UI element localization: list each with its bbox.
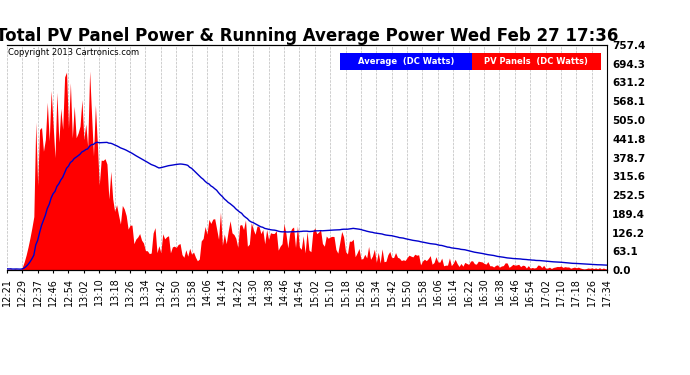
Title: Total PV Panel Power & Running Average Power Wed Feb 27 17:36: Total PV Panel Power & Running Average P… [0,27,618,45]
Text: Average  (DC Watts): Average (DC Watts) [358,57,454,66]
FancyBboxPatch shape [472,53,601,70]
Text: PV Panels  (DC Watts): PV Panels (DC Watts) [484,57,589,66]
FancyBboxPatch shape [340,53,472,70]
Text: Copyright 2013 Cartronics.com: Copyright 2013 Cartronics.com [8,48,139,57]
